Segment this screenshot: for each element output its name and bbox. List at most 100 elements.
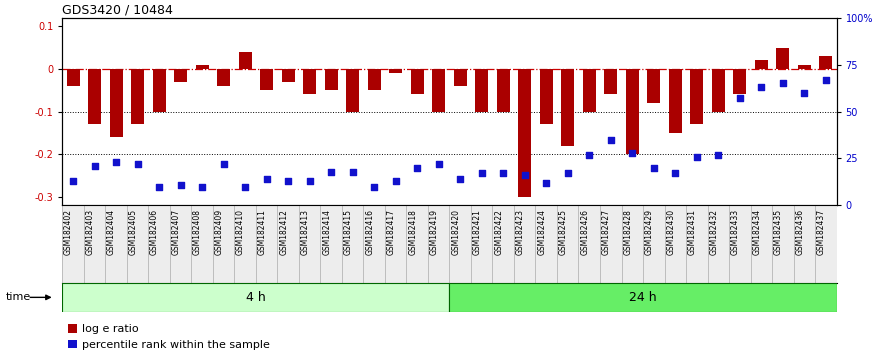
Bar [126,205,149,283]
Point [389,178,403,184]
Bar [303,69,316,95]
Bar [708,205,729,283]
Point [260,176,274,182]
Bar [105,205,126,283]
Point [582,152,596,158]
Bar [686,205,708,283]
Bar [820,56,832,69]
Bar [712,69,724,112]
Text: GSM182407: GSM182407 [172,209,181,255]
Bar [604,69,618,95]
Point [109,159,123,165]
Bar [389,69,402,73]
Bar [626,69,639,154]
Text: GSM182430: GSM182430 [667,209,676,255]
Bar [234,205,256,283]
Text: GSM182411: GSM182411 [257,209,267,255]
Bar [149,205,170,283]
Text: GSM182427: GSM182427 [602,209,611,255]
Point [281,178,295,184]
Text: GSM182402: GSM182402 [64,209,73,255]
Point [474,171,489,176]
Bar [815,205,837,283]
Point [561,171,575,176]
Point [496,171,510,176]
Text: GSM182410: GSM182410 [236,209,245,255]
Bar [363,205,384,283]
Bar [320,205,342,283]
Bar [84,205,105,283]
Bar [384,205,407,283]
Bar [342,205,363,283]
Point [625,150,639,156]
Bar [562,69,574,145]
Bar [665,205,686,283]
Text: GSM182431: GSM182431 [688,209,697,255]
Bar [256,205,278,283]
Bar [583,69,595,112]
Point [819,77,833,82]
Text: GSM182419: GSM182419 [430,209,439,255]
Bar [174,69,187,82]
Point [690,154,704,159]
Bar [449,205,471,283]
Text: GSM182428: GSM182428 [623,209,632,255]
Bar [643,205,665,283]
Bar [299,205,320,283]
Point [174,182,188,188]
Text: GSM182432: GSM182432 [709,209,718,255]
Text: GDS3420 / 10484: GDS3420 / 10484 [62,4,174,17]
Bar [647,69,660,103]
Text: GSM182405: GSM182405 [128,209,138,255]
Point [303,178,317,184]
Point [711,152,725,158]
Point [776,81,790,86]
Bar [471,205,492,283]
Bar [191,205,213,283]
Bar [131,69,144,124]
Bar [67,69,79,86]
Point [367,184,381,189]
Text: GSM182424: GSM182424 [538,209,546,255]
Point [131,161,145,167]
Bar [239,52,252,69]
Bar [62,205,84,283]
Text: GSM182418: GSM182418 [409,209,417,255]
Text: GSM182423: GSM182423 [515,209,525,255]
Text: GSM182422: GSM182422 [494,209,503,255]
Text: 4 h: 4 h [246,291,266,304]
Bar [773,205,794,283]
Text: GSM182436: GSM182436 [796,209,805,255]
Point [324,169,338,175]
Point [797,90,812,96]
Bar [170,205,191,283]
Bar [433,69,445,112]
Bar [88,69,101,124]
Point [345,169,360,175]
Point [432,161,446,167]
Text: GSM182417: GSM182417 [386,209,396,255]
Bar [729,205,750,283]
Bar [691,69,703,124]
Bar [278,205,299,283]
Text: GSM182404: GSM182404 [107,209,116,255]
Bar [733,69,746,95]
Point [518,172,532,178]
Bar [797,65,811,69]
Text: GSM182429: GSM182429 [644,209,654,255]
Bar [410,69,424,95]
Bar [62,283,449,312]
Point [238,184,252,189]
Bar [213,205,234,283]
Bar [557,205,578,283]
Bar [109,69,123,137]
Text: time: time [6,292,31,302]
Text: GSM182409: GSM182409 [214,209,223,255]
Bar [600,205,621,283]
Text: GSM182433: GSM182433 [731,209,740,255]
Text: GSM182414: GSM182414 [322,209,331,255]
Text: GSM182403: GSM182403 [85,209,94,255]
Bar [196,65,208,69]
Point [647,165,661,171]
Bar [260,69,273,90]
